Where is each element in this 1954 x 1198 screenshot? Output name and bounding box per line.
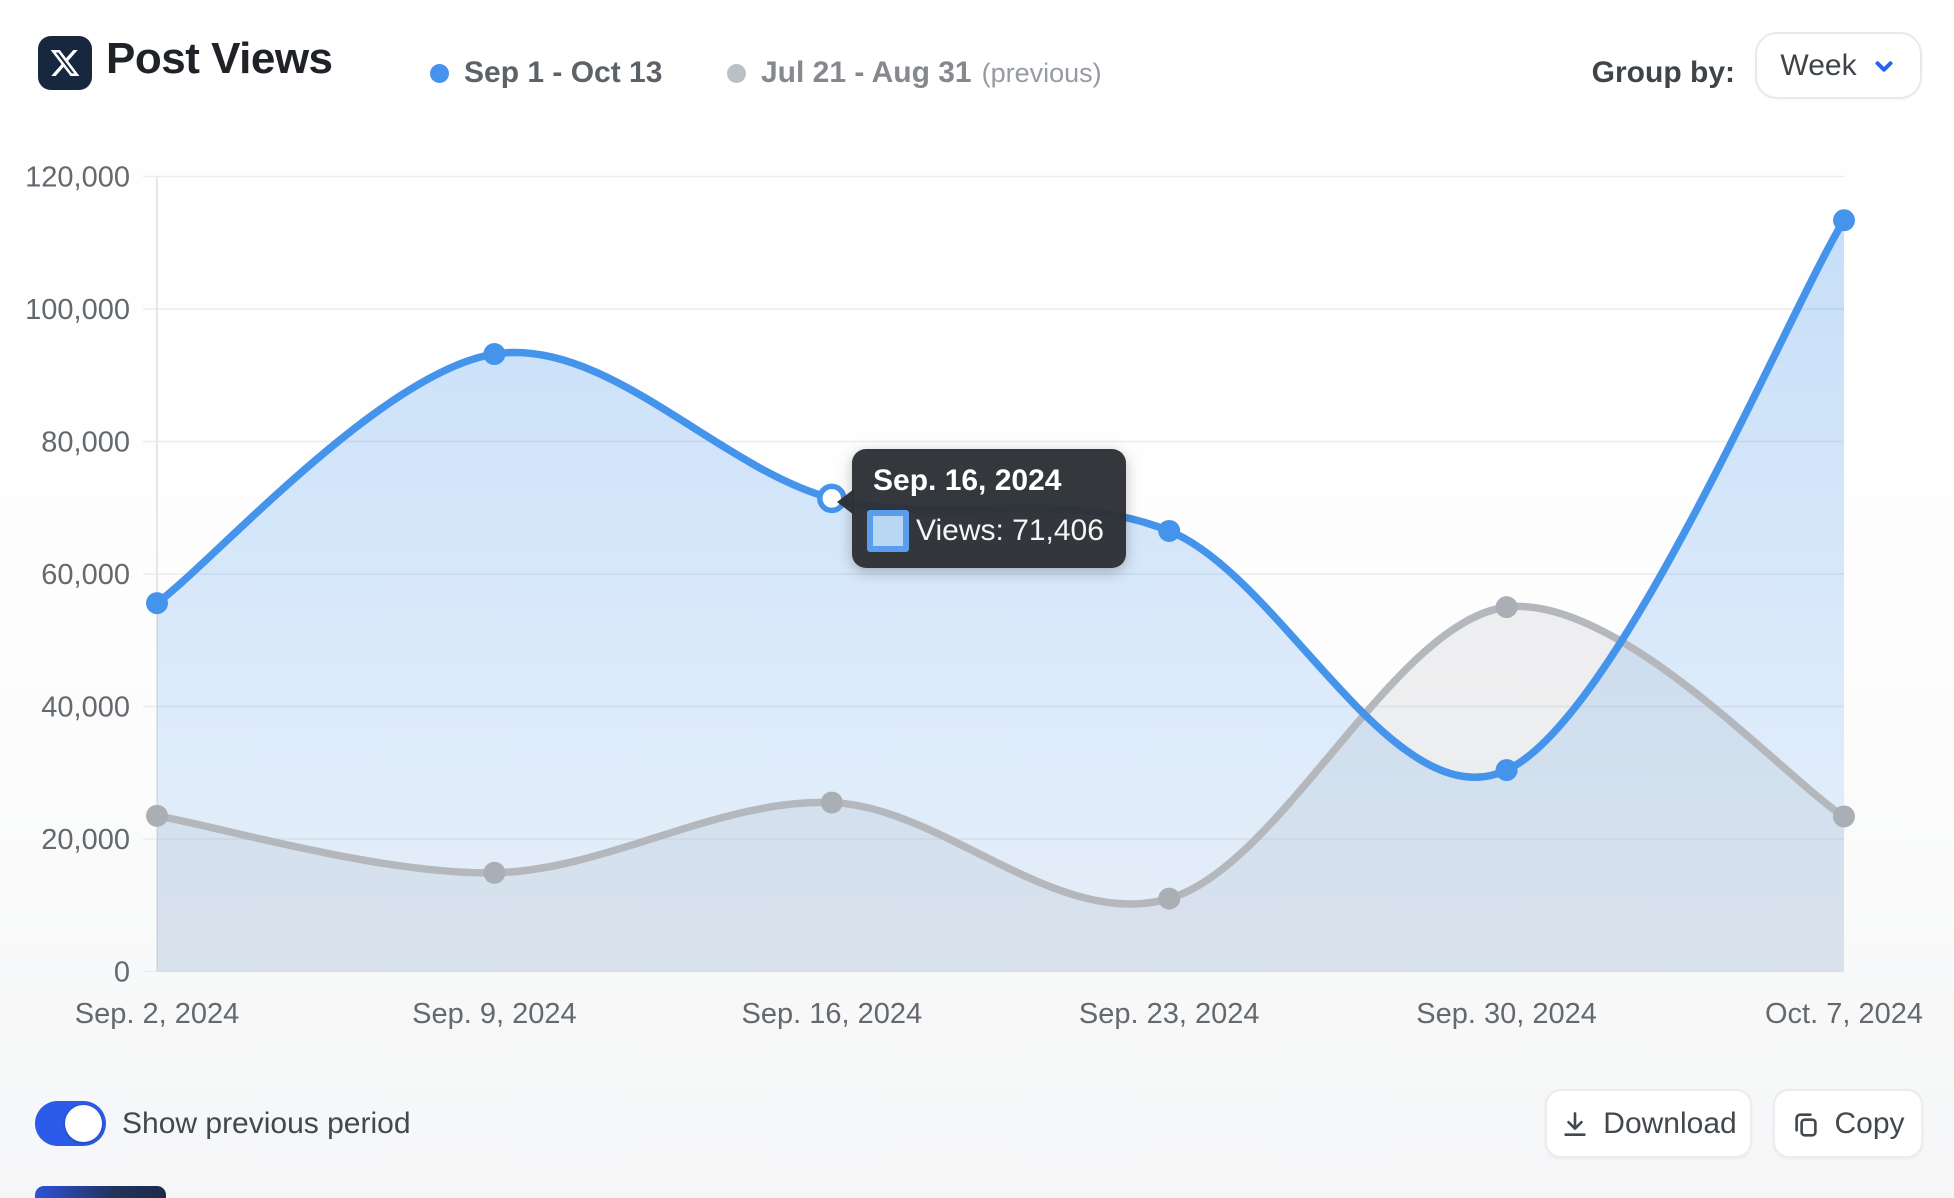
x-tick-label: Sep. 16, 2024	[741, 998, 922, 1030]
x-tick-label: Sep. 23, 2024	[1079, 998, 1260, 1030]
group-by-value: Week	[1780, 48, 1857, 82]
y-tick-label: 100,000	[25, 294, 130, 326]
data-point	[1158, 519, 1181, 542]
copy-icon	[1795, 1112, 1818, 1137]
data-point	[1495, 759, 1518, 782]
copy-button[interactable]: Copy	[1773, 1089, 1923, 1158]
line-chart-canvas: 0 20,000 40,000 60,000 80,000 100,000 120,000 S…	[25, 162, 1923, 1031]
data-point	[1495, 596, 1518, 619]
group-by-dropdown[interactable]: Week	[1755, 32, 1922, 99]
x-tick-label: Sep. 9, 2024	[412, 998, 576, 1030]
series-area-0	[157, 220, 1844, 972]
x-logo	[38, 36, 92, 90]
data-point	[1833, 209, 1855, 232]
legend-current-text: Sep 1 - Oct 13	[464, 56, 663, 89]
chart[interactable]: 0 20,000 40,000 60,000 80,000 100,000 120,000 S…	[0, 0, 1954, 1060]
x-tick-label: Oct. 7, 2024	[1765, 998, 1923, 1030]
toggle-label: Show previous period	[122, 1107, 411, 1140]
tooltip-views-value: Views: 71,406	[916, 514, 1104, 547]
tooltip-date: Sep. 16, 2024	[873, 464, 1062, 497]
chevron-down-icon	[1875, 60, 1893, 72]
data-point	[1158, 887, 1181, 910]
data-point	[483, 343, 506, 366]
y-tick-label: 120,000	[25, 162, 130, 194]
data-point	[820, 791, 843, 814]
legend-previous-text: Jul 21 - Aug 31	[761, 56, 972, 89]
legend-label-previous: Jul 21 - Aug 31 (previous)	[761, 56, 1102, 90]
y-tick-label: 60,000	[41, 559, 130, 591]
x-logo-icon	[50, 50, 80, 76]
download-icon	[1564, 1111, 1586, 1136]
partial-cutoff-element	[35, 1186, 166, 1198]
y-tick-label: 40,000	[41, 692, 130, 724]
y-tick-label: 0	[114, 957, 130, 989]
x-tick-label: Sep. 2, 2024	[75, 998, 239, 1030]
tooltip-series-swatch	[867, 510, 909, 552]
legend-dot-previous	[727, 64, 746, 83]
data-point	[146, 804, 168, 827]
toggle-knob	[65, 1105, 102, 1142]
data-point	[1833, 805, 1855, 828]
legend-label-current: Sep 1 - Oct 13	[464, 56, 662, 90]
series-line-1	[153, 602, 1848, 908]
show-previous-toggle[interactable]	[35, 1101, 106, 1146]
download-label: Download	[1603, 1106, 1737, 1140]
legend-dot-current	[430, 64, 449, 83]
page-title: Post Views	[106, 34, 333, 83]
group-by-label: Group by:	[1591, 56, 1735, 89]
data-point	[146, 592, 168, 615]
x-tick-label: Sep. 30, 2024	[1416, 998, 1597, 1030]
y-tick-label: 80,000	[41, 427, 130, 459]
download-button[interactable]: Download	[1545, 1089, 1752, 1158]
copy-label: Copy	[1834, 1106, 1905, 1140]
chart-tooltip: Sep. 16, 2024 Views: 71,406	[837, 449, 1126, 568]
data-point	[483, 861, 506, 884]
y-tick-label: 20,000	[41, 824, 130, 856]
legend-previous-suffix: (previous)	[981, 58, 1102, 88]
tooltip-row: Views: 71,406	[867, 510, 1104, 552]
